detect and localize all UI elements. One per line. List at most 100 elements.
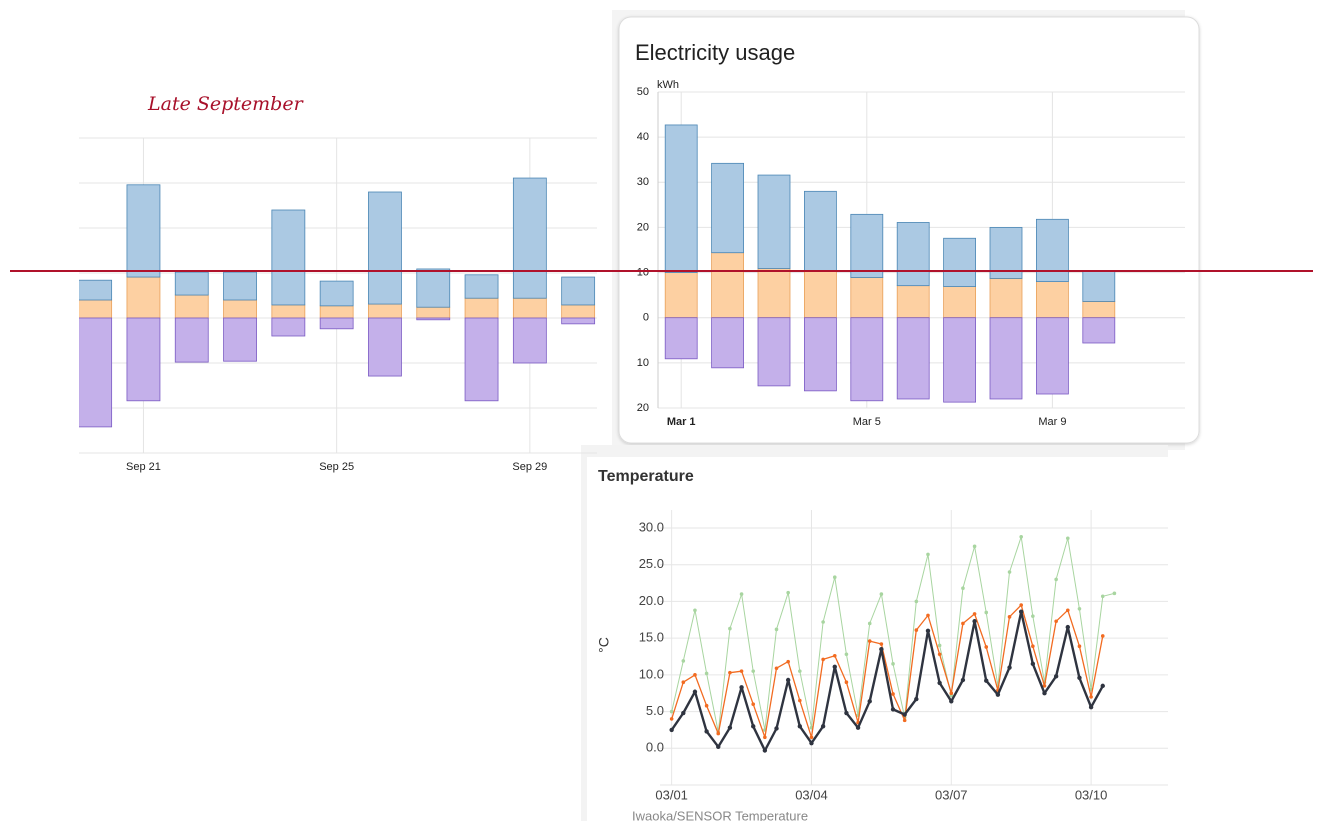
bar-segment [512, 317, 547, 364]
bar-segment [174, 317, 209, 363]
bar-segment [223, 317, 257, 362]
bar-segment [368, 191, 402, 305]
point [914, 628, 919, 632]
bar-segment [804, 317, 837, 392]
caption: Iwaoka/SENSOR Temperature [632, 808, 808, 821]
point [669, 727, 674, 733]
x-tick-label: Sep 29 [512, 461, 547, 473]
point [739, 685, 744, 690]
point [798, 698, 802, 703]
bar-segment [561, 304, 596, 319]
point [1065, 608, 1070, 613]
bar-segment [943, 317, 976, 403]
bar-segment [943, 237, 976, 287]
lines [669, 535, 1117, 753]
point [1053, 674, 1059, 679]
point [716, 744, 721, 750]
bar-segment [1082, 301, 1116, 319]
x-tick-label: Sep 25 [319, 461, 354, 473]
bar-segment [989, 278, 1023, 319]
bar-segment [79, 279, 113, 301]
point [867, 621, 872, 626]
bar-segment [896, 317, 930, 400]
point [902, 718, 907, 723]
point [1077, 675, 1082, 680]
y-tick-label: 30 [637, 176, 649, 188]
point [960, 677, 966, 683]
point [728, 670, 732, 675]
bar-segment [416, 317, 451, 321]
point [902, 712, 907, 717]
point [995, 692, 1001, 697]
series-line [670, 610, 1104, 752]
point [984, 645, 989, 649]
bar-segment [664, 124, 698, 273]
bar-segment [1036, 317, 1069, 395]
point [774, 627, 779, 632]
y-tick-label: 20 [637, 402, 649, 414]
bars [664, 124, 1116, 403]
y-tick-label: 30.0 [639, 519, 664, 534]
bar-segment [850, 277, 884, 319]
point [751, 669, 756, 673]
point [1042, 691, 1047, 696]
point [1031, 644, 1035, 649]
chart-late-september: Late September Sep 21 Sep 25 Sep 29 [79, 93, 597, 473]
bar-segment [174, 271, 209, 296]
bar-segment [416, 306, 451, 319]
point [1007, 615, 1012, 619]
y-tick-label: 0.0 [646, 740, 664, 755]
point [1100, 683, 1105, 689]
point [809, 735, 814, 740]
bar-segment [561, 317, 596, 325]
bar-segment [174, 294, 209, 319]
y-tick-label: 20.0 [639, 593, 664, 608]
y-tick-label: 15.0 [639, 630, 664, 645]
point [728, 626, 732, 631]
bar-segment [989, 317, 1023, 400]
bar-segment [989, 227, 1023, 279]
bar-segment [850, 317, 884, 402]
point [1077, 644, 1082, 649]
bar-segment [126, 317, 161, 402]
point [692, 689, 698, 694]
point [867, 699, 872, 704]
point [1007, 570, 1012, 574]
y-tick-label: 40 [637, 131, 649, 143]
bar-segment [368, 317, 402, 377]
bar-segment [271, 317, 306, 337]
point [821, 657, 825, 662]
point [961, 586, 965, 591]
bar-segment [79, 317, 113, 428]
bar-segment [757, 174, 791, 269]
point [1100, 634, 1105, 638]
point [681, 710, 686, 716]
card [587, 457, 1168, 821]
y-tick-label: 25.0 [639, 556, 664, 571]
point [937, 643, 942, 648]
point [1088, 704, 1094, 710]
bar-segment [664, 272, 698, 319]
point [984, 610, 989, 615]
bars [79, 177, 596, 428]
bar-segment [711, 252, 744, 319]
point [786, 590, 790, 595]
bar-segment [943, 286, 976, 319]
bar-segment [757, 317, 791, 387]
point [914, 599, 919, 604]
point [949, 691, 954, 696]
bar-segment [79, 299, 113, 319]
y-unit: kWh [657, 79, 679, 91]
y-tick-label: 10 [637, 357, 649, 369]
bar-segment [711, 162, 744, 254]
y-tick-label: 20 [637, 221, 649, 233]
point [739, 669, 744, 673]
point [984, 678, 989, 683]
bar-segment [223, 299, 257, 319]
point [1077, 606, 1082, 611]
bar-segment [464, 317, 499, 402]
point [925, 628, 931, 633]
chart-title: Electricity usage [635, 40, 795, 65]
point [681, 680, 686, 684]
bar-segment [319, 317, 354, 330]
